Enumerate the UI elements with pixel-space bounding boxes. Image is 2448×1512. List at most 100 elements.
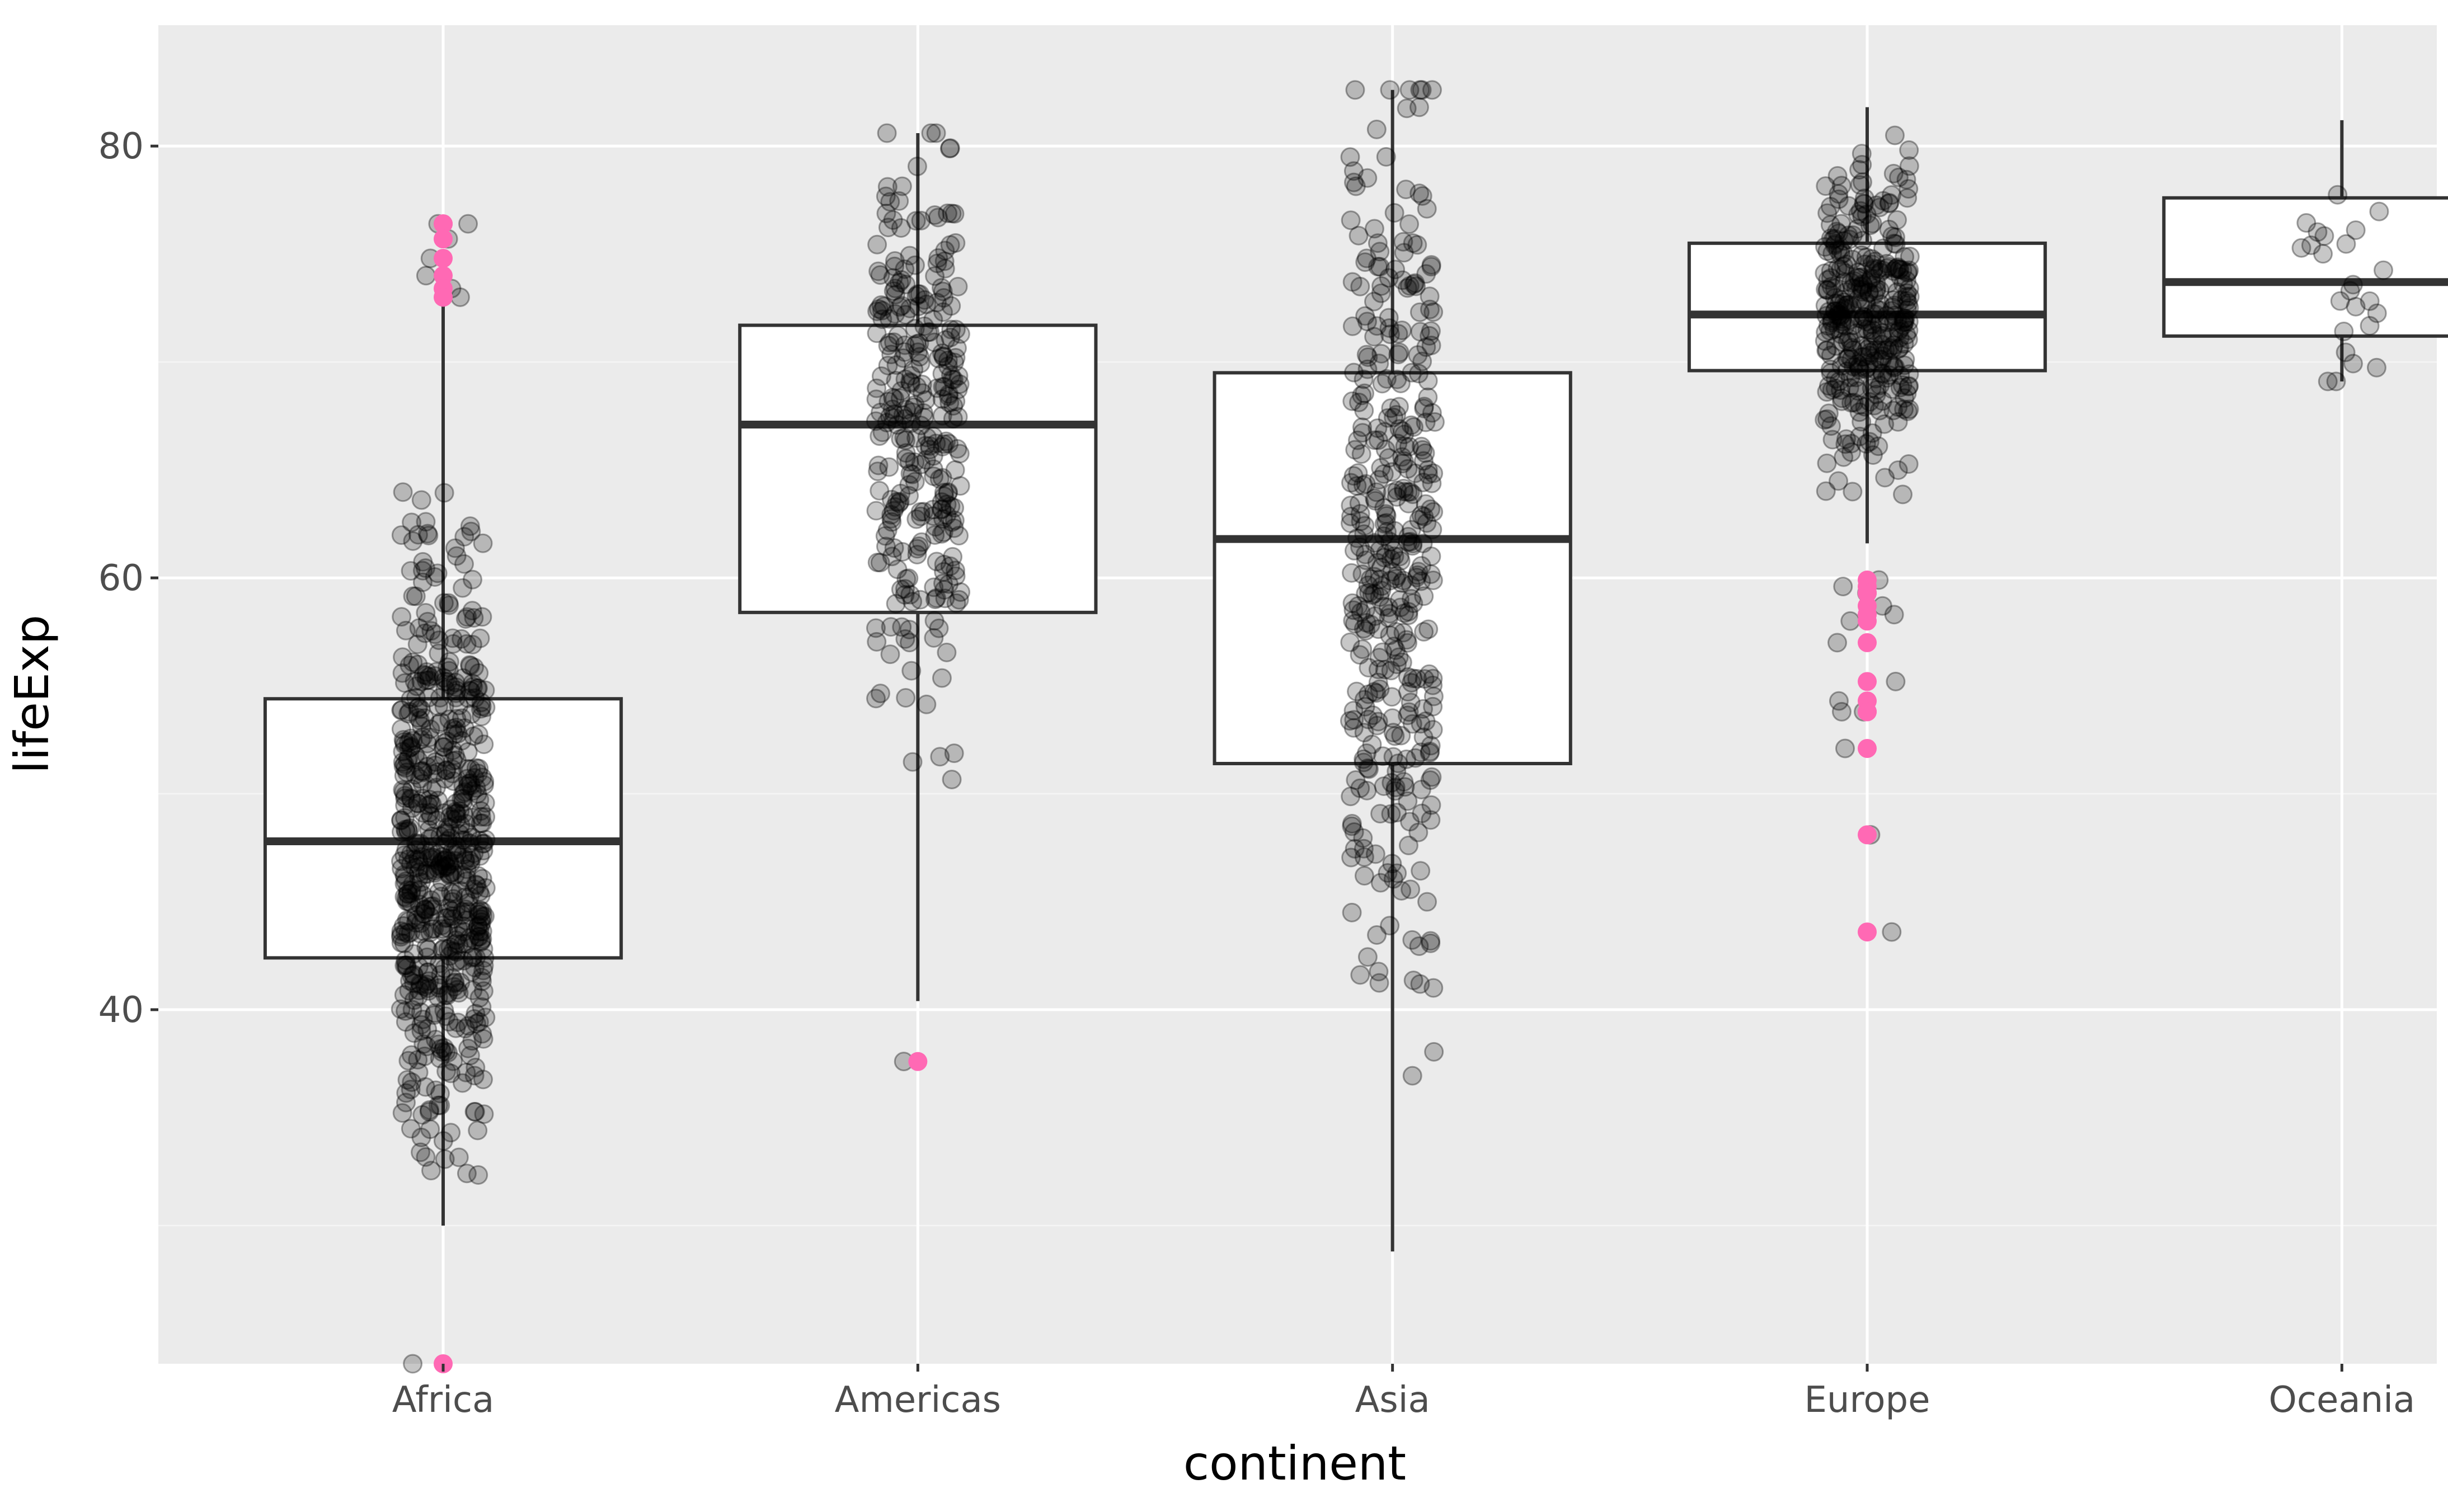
data-point — [1374, 498, 1394, 518]
data-point — [2343, 354, 2363, 374]
data-point — [435, 856, 455, 876]
data-point — [884, 281, 904, 301]
data-point — [425, 1029, 445, 1049]
data-point — [430, 1095, 450, 1115]
data-point — [906, 428, 927, 448]
data-point — [408, 868, 429, 888]
data-point — [433, 940, 453, 960]
data-point — [2308, 222, 2328, 242]
data-point — [401, 880, 421, 901]
data-point — [456, 1062, 476, 1082]
data-point — [1864, 285, 1885, 305]
data-point — [463, 807, 483, 827]
data-point — [1406, 276, 1426, 296]
data-point — [463, 981, 483, 1001]
data-point — [1846, 323, 1867, 343]
data-point — [1358, 758, 1378, 778]
data-point — [1370, 679, 1390, 699]
data-point — [907, 539, 927, 559]
data-point — [884, 408, 904, 428]
data-point — [910, 506, 931, 526]
data-point — [409, 880, 429, 900]
data-point — [470, 628, 490, 648]
data-point — [449, 695, 469, 715]
data-point — [2313, 244, 2333, 264]
data-point — [906, 334, 927, 354]
data-point — [452, 789, 472, 809]
data-point — [1395, 777, 1415, 797]
data-point — [1364, 327, 1384, 347]
data-point — [419, 971, 439, 991]
data-point — [1855, 397, 1875, 417]
data-point — [413, 904, 433, 924]
data-point — [1866, 195, 1886, 215]
data-point — [429, 953, 449, 973]
data-point — [406, 840, 426, 860]
data-point — [398, 884, 418, 905]
data-point — [1826, 293, 1846, 313]
data-point — [1413, 440, 1433, 460]
data-point — [1829, 223, 1849, 243]
data-point — [450, 287, 470, 307]
data-point — [1831, 290, 1851, 310]
data-point — [1884, 295, 1904, 315]
data-point — [918, 322, 938, 342]
data-point — [392, 1103, 412, 1123]
data-point — [927, 293, 947, 313]
data-point — [1392, 573, 1412, 593]
data-point — [1422, 767, 1442, 787]
data-point — [1831, 214, 1852, 234]
data-point — [1423, 978, 1444, 998]
data-point — [396, 888, 416, 908]
data-point — [2334, 321, 2354, 341]
data-point — [400, 655, 420, 675]
data-point — [947, 439, 967, 459]
data-point — [1857, 357, 1877, 378]
data-point — [1384, 540, 1404, 560]
data-point — [1414, 397, 1434, 417]
data-point — [1835, 315, 1855, 336]
data-point — [891, 429, 911, 449]
data-point — [411, 1015, 431, 1035]
data-point — [1381, 661, 1401, 681]
data-point — [458, 688, 478, 708]
data-point — [1853, 347, 1873, 367]
data-point — [1342, 272, 1362, 292]
data-point — [1897, 263, 1918, 283]
data-point — [412, 572, 433, 592]
data-point — [917, 694, 937, 714]
data-point — [1831, 176, 1852, 196]
data-point — [870, 684, 890, 704]
data-point — [396, 840, 416, 860]
data-point — [1897, 188, 1918, 208]
data-point — [910, 284, 930, 304]
data-point — [426, 1080, 446, 1100]
data-point — [1862, 423, 1882, 443]
data-point — [416, 602, 436, 623]
data-point — [419, 1101, 439, 1122]
data-point — [2374, 260, 2394, 280]
data-point — [454, 554, 474, 574]
boxplot-layer — [263, 90, 2448, 1252]
data-point — [391, 525, 411, 545]
data-point — [1359, 709, 1379, 729]
data-point — [889, 191, 909, 211]
data-point — [1355, 306, 1375, 326]
data-point — [431, 712, 451, 732]
data-point — [1421, 255, 1441, 275]
data-point — [436, 761, 456, 781]
data-point — [1352, 564, 1373, 585]
data-point — [1817, 409, 1837, 429]
data-point — [1819, 376, 1839, 396]
data-point — [1898, 329, 1918, 350]
data-point — [1352, 417, 1372, 437]
data-point — [1829, 189, 1849, 209]
data-point — [1357, 947, 1378, 967]
data-point — [1403, 484, 1423, 505]
data-point — [1855, 255, 1875, 275]
data-point — [395, 735, 415, 755]
data-point — [947, 338, 967, 358]
data-point — [1872, 335, 1892, 355]
data-point — [1360, 569, 1380, 589]
data-point — [1831, 324, 1851, 345]
